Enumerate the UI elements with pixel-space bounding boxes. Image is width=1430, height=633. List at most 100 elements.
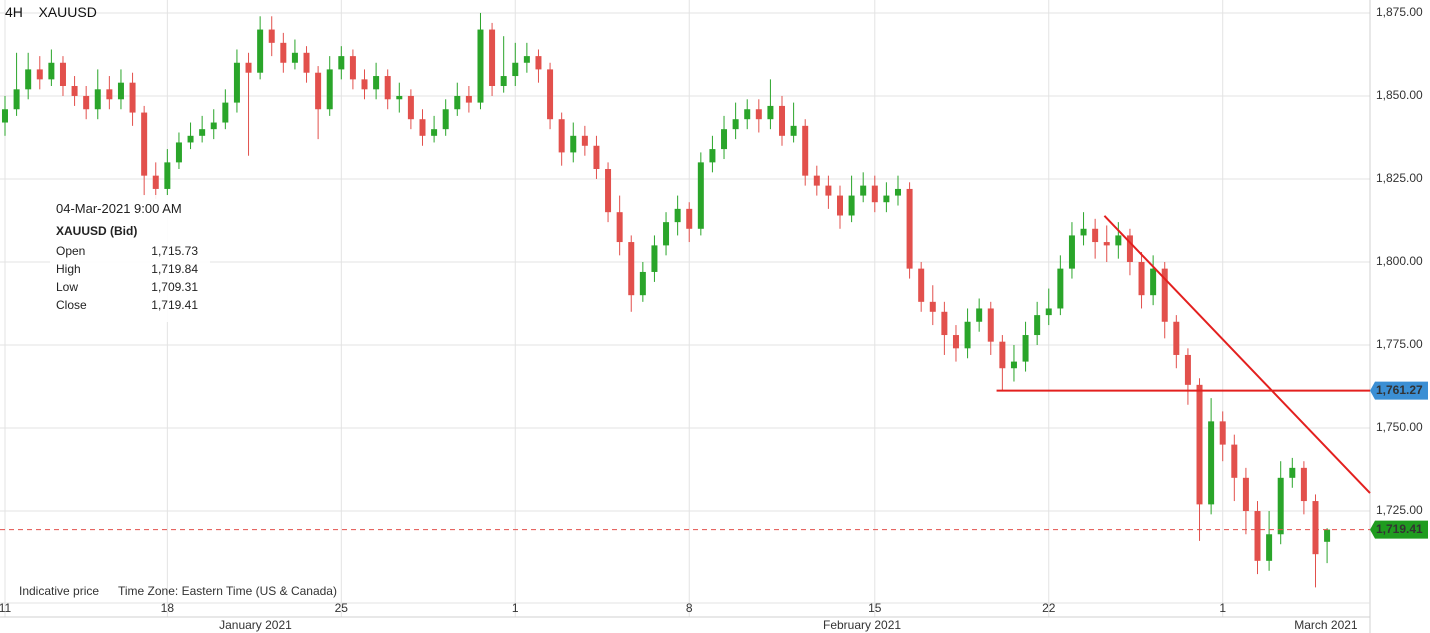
candle-body xyxy=(860,185,867,196)
candle-body xyxy=(593,145,600,170)
tooltip-rows: Open 1,715.73 High 1,719.84 Low 1,709.31 Close… xyxy=(56,244,204,316)
candle-body xyxy=(663,222,670,246)
candle-body xyxy=(303,52,310,73)
tooltip-label: Close xyxy=(56,298,87,312)
candle-body xyxy=(1196,384,1203,505)
candle-body xyxy=(547,69,554,120)
x-tick-label: 11 xyxy=(0,601,12,615)
candle-body xyxy=(1080,228,1087,236)
header: 4H XAUUSD xyxy=(5,4,97,20)
candle-body xyxy=(871,185,878,203)
month-label: January 2021 xyxy=(219,618,292,632)
candle-body xyxy=(802,125,809,176)
candle-body xyxy=(744,109,751,120)
candle-body xyxy=(686,208,693,229)
tooltip-label: High xyxy=(56,262,81,276)
candle-body xyxy=(83,95,90,110)
trend-line xyxy=(1103,215,1371,494)
footer-timezone: Time Zone: Eastern Time (US & Canada) xyxy=(118,584,337,598)
candle-body xyxy=(431,129,438,136)
candle-body xyxy=(581,135,588,146)
candle-body xyxy=(558,119,565,153)
candle-body xyxy=(361,79,368,90)
candle-body xyxy=(1045,308,1052,316)
candle-body xyxy=(326,69,333,110)
candle-body xyxy=(1208,421,1215,505)
candle-body xyxy=(373,76,380,90)
footer-note: Indicative price xyxy=(19,584,99,598)
candle-body xyxy=(1289,467,1296,478)
tooltip-symbol: XAUUSD (Bid) xyxy=(56,224,138,238)
candle-body xyxy=(732,119,739,130)
y-tick-label: 1,875.00 xyxy=(1376,5,1423,19)
candle-body xyxy=(813,175,820,186)
candle-body xyxy=(25,69,32,90)
candle-body xyxy=(454,95,461,110)
candle-body xyxy=(790,125,797,136)
candle-body xyxy=(964,321,971,349)
candle-body xyxy=(755,109,762,120)
y-tick-label: 1,725.00 xyxy=(1376,503,1423,517)
y-tick-label: 1,775.00 xyxy=(1376,337,1423,351)
period: 4H xyxy=(5,4,23,20)
candle-body xyxy=(268,29,275,43)
candle-body xyxy=(36,69,43,80)
candle-body xyxy=(500,76,507,87)
tooltip-value: 1,715.73 xyxy=(151,244,198,258)
x-tick-label: 1 xyxy=(512,601,519,615)
candle-body xyxy=(848,195,855,216)
candle-body xyxy=(338,56,345,70)
candle-body xyxy=(570,135,577,153)
candle-body xyxy=(605,169,612,213)
price-label: 1,719.41 xyxy=(1376,522,1423,536)
candle-body xyxy=(1126,235,1133,262)
candle-body xyxy=(1231,444,1238,478)
candle-body xyxy=(1300,467,1307,502)
candle-body xyxy=(779,105,786,136)
tooltip-row: High 1,719.84 xyxy=(56,262,204,280)
candle-body xyxy=(616,212,623,243)
x-tick-label: 22 xyxy=(1042,601,1056,615)
candle-body xyxy=(315,72,322,110)
candle-body xyxy=(976,308,983,322)
candle-body xyxy=(291,52,298,63)
candle-body xyxy=(396,95,403,100)
candle-body xyxy=(384,76,391,100)
candle-body xyxy=(349,56,356,80)
x-tick-label: 1 xyxy=(1219,601,1226,615)
candle-body xyxy=(1242,477,1249,512)
candle-body xyxy=(523,56,530,63)
candle-body xyxy=(199,129,206,136)
candle-body xyxy=(59,62,66,87)
candle-body xyxy=(987,308,994,342)
x-tick-label: 15 xyxy=(868,601,882,615)
candle-body xyxy=(906,188,913,269)
candle-body xyxy=(117,82,124,100)
candle-body xyxy=(280,42,287,63)
candle-body xyxy=(1219,421,1226,445)
tooltip-row: Open 1,715.73 xyxy=(56,244,204,262)
candle-body xyxy=(1324,529,1331,542)
tooltip: 04-Mar-2021 9:00 AM XAUUSD (Bid) Open 1,7… xyxy=(50,195,210,322)
candle-body xyxy=(1254,511,1261,561)
candle-body xyxy=(1150,268,1157,296)
candle-body xyxy=(1173,321,1180,355)
candle-body xyxy=(1068,235,1075,269)
candle-body xyxy=(71,86,78,96)
candle-body xyxy=(489,29,496,87)
x-tick-label: 8 xyxy=(686,601,693,615)
tooltip-value: 1,719.41 xyxy=(151,298,198,312)
candle-body xyxy=(1034,315,1041,336)
candle-body xyxy=(233,62,240,103)
candle-body xyxy=(1103,242,1110,246)
candle-body xyxy=(929,301,936,312)
candle-body xyxy=(152,175,159,189)
y-tick-label: 1,850.00 xyxy=(1376,88,1423,102)
candle-body xyxy=(442,109,449,130)
price-tag xyxy=(1370,381,1428,400)
candle-body xyxy=(952,335,959,349)
candle-body xyxy=(883,195,890,203)
candle-body xyxy=(1138,261,1145,296)
candle-body xyxy=(1022,335,1029,362)
month-label: March 2021 xyxy=(1294,618,1358,632)
